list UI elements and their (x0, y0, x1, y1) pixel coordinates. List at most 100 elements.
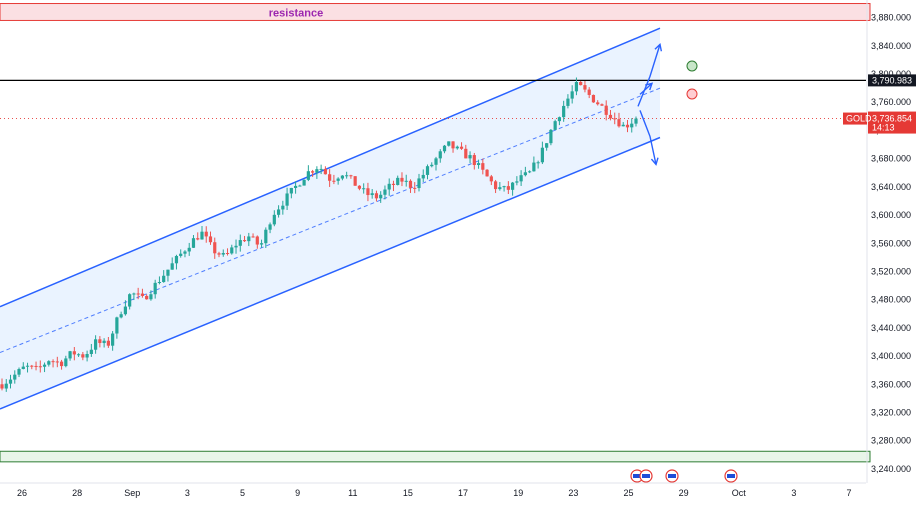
candle[interactable] (323, 166, 327, 175)
candle[interactable] (579, 80, 583, 86)
candle[interactable] (353, 176, 357, 186)
candle[interactable] (617, 112, 621, 128)
candle[interactable] (51, 359, 55, 368)
candle[interactable] (621, 122, 625, 127)
candle[interactable] (570, 85, 574, 104)
candle[interactable] (311, 169, 315, 177)
candle[interactable] (506, 181, 510, 195)
candle[interactable] (47, 360, 51, 367)
candle[interactable] (76, 353, 81, 358)
candle[interactable] (217, 251, 221, 258)
candle[interactable] (625, 119, 630, 133)
candle[interactable] (285, 187, 289, 211)
candle[interactable] (549, 128, 553, 146)
candle[interactable] (438, 149, 442, 163)
candle[interactable] (489, 174, 493, 186)
candle[interactable] (417, 173, 421, 192)
candle[interactable] (468, 151, 472, 164)
candle[interactable] (545, 142, 549, 151)
candle[interactable] (259, 239, 264, 248)
candle[interactable] (383, 185, 387, 200)
candle[interactable] (600, 103, 604, 106)
signal-circle-green[interactable] (686, 60, 698, 72)
candle[interactable] (562, 100, 566, 122)
candle[interactable] (493, 179, 498, 194)
candle[interactable] (179, 249, 183, 258)
candle[interactable] (106, 336, 110, 348)
projection-arrow-up[interactable] (637, 43, 663, 107)
candle[interactable] (251, 233, 255, 238)
candle[interactable] (345, 171, 349, 179)
candle[interactable] (349, 174, 353, 179)
candle[interactable] (68, 350, 72, 361)
candle[interactable] (89, 343, 93, 357)
candle[interactable] (42, 362, 47, 373)
last-price-tag[interactable] (868, 111, 916, 134)
candle[interactable] (451, 141, 455, 153)
candle[interactable] (145, 294, 149, 300)
candle[interactable] (519, 170, 523, 186)
candle[interactable] (391, 180, 396, 192)
candle[interactable] (306, 165, 310, 182)
projection-arrow-down[interactable] (639, 110, 659, 166)
candle[interactable] (140, 288, 145, 298)
candle[interactable] (30, 364, 34, 370)
candle[interactable] (596, 100, 600, 106)
candle[interactable] (540, 141, 544, 165)
candle[interactable] (208, 231, 213, 245)
candle[interactable] (115, 316, 119, 339)
candle[interactable] (511, 181, 515, 196)
candle[interactable] (425, 164, 430, 180)
candle[interactable] (289, 187, 293, 199)
candle[interactable] (132, 292, 136, 301)
candle[interactable] (38, 360, 42, 373)
candle[interactable] (434, 156, 438, 171)
candle[interactable] (242, 235, 247, 243)
candle[interactable] (400, 172, 404, 187)
candle[interactable] (523, 166, 527, 177)
signal-circle-red[interactable] (686, 88, 698, 100)
candle[interactable] (502, 185, 506, 192)
candle[interactable] (268, 222, 272, 234)
candle[interactable] (459, 142, 464, 150)
candle[interactable] (183, 250, 187, 258)
candle[interactable] (55, 356, 59, 368)
candle[interactable] (230, 244, 234, 255)
candle[interactable] (387, 178, 391, 196)
candle[interactable] (72, 347, 76, 361)
candle[interactable] (613, 112, 617, 125)
candle[interactable] (21, 362, 25, 370)
candle[interactable] (157, 276, 162, 285)
candle[interactable] (485, 169, 489, 177)
candle[interactable] (293, 181, 298, 194)
candle[interactable] (557, 116, 562, 126)
channel-mid-line[interactable] (0, 87, 661, 354)
candle[interactable] (315, 166, 319, 179)
candle[interactable] (25, 362, 30, 373)
candle[interactable] (102, 338, 106, 348)
candle[interactable] (408, 179, 413, 193)
candle[interactable] (64, 355, 68, 368)
candle[interactable] (498, 182, 502, 191)
candle[interactable] (574, 77, 579, 96)
candle[interactable] (302, 179, 306, 186)
candle[interactable] (566, 94, 570, 109)
candle[interactable] (413, 182, 417, 194)
candle[interactable] (196, 232, 200, 241)
resistance-zone[interactable] (0, 3, 871, 21)
candle[interactable] (111, 331, 115, 351)
candle[interactable] (481, 158, 485, 175)
channel-upper-line[interactable] (0, 27, 661, 308)
candle[interactable] (447, 141, 451, 147)
candle[interactable] (332, 174, 336, 185)
candle[interactable] (442, 144, 447, 154)
candle[interactable] (4, 379, 8, 392)
candle[interactable] (98, 336, 102, 348)
economic-event-icon[interactable] (724, 469, 738, 483)
candle[interactable] (430, 162, 434, 168)
candle[interactable] (455, 145, 459, 150)
candle[interactable] (396, 175, 400, 186)
support-zone[interactable] (0, 450, 871, 463)
candle[interactable] (328, 169, 332, 187)
candle[interactable] (94, 335, 98, 354)
